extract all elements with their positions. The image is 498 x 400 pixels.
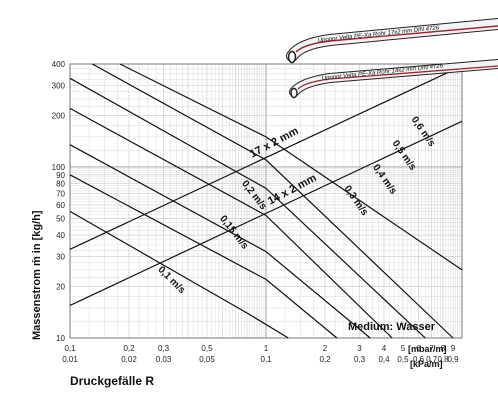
pipe-line-1 [69,120,463,306]
x-tick-mbar: 3 [357,344,362,353]
x-tick-mbar: 4 [382,344,387,353]
y-tick: 200 [52,111,66,120]
x-tick-kpa: 0,8 [437,355,449,364]
pipe-17x2-illustration [286,18,498,64]
y-tick: 100 [52,163,66,172]
x-tick-kpa: 0,2 [319,355,331,364]
velocity-0-4-label: 0,4 m/s [370,162,399,196]
velocity-line-1 [69,174,338,339]
y-tick: 300 [52,81,66,90]
x-tick-mbar: 8 [441,344,446,353]
y-axis-title: Massenstrom ṁ in [kg/h] [31,210,43,340]
y-tick: 20 [56,283,65,292]
velocity-0-3-label: 0,3 m/s [342,184,371,218]
x-axis-title: Druckgefälle R [70,374,154,388]
y-tick: 90 [56,171,65,180]
x-tick-kpa: 0,9 [447,355,459,364]
y-tick: 30 [56,252,65,261]
y-tick: 50 [56,214,65,223]
plot-frame [69,63,463,339]
y-tick: 70 [56,189,65,198]
x-tick-kpa: 0,03 [156,355,172,364]
x-unit-kpa: [kPa/m] [410,359,443,369]
medium-annotation: Medium: Wasser [348,321,436,333]
x-tick-kpa: 0,3 [354,355,366,364]
x-tick-kpa: 0,02 [121,355,137,364]
x-tick-kpa: 0,7 [426,355,438,364]
y-tick: 80 [56,180,65,189]
x-tick-mbar: 0,5 [201,344,213,353]
x-tick-kpa: 0,05 [199,355,215,364]
x-tick-mbar: 7 [429,344,434,353]
x-tick-kpa: 0,5 [397,355,409,364]
pipe-14x2-illustration [289,59,498,99]
x-tick-kpa: 0,01 [62,355,78,364]
velocity-line-0 [69,210,289,339]
velocity-line-3 [69,107,393,339]
y-tick: 60 [56,201,65,210]
x-tick-kpa: 0,6 [413,355,425,364]
x-tick-mbar: 0,3 [158,344,170,353]
x-tick-mbar: 0,1 [64,344,76,353]
x-unit-mbar: [mbar/m] [408,344,447,354]
y-tick: 400 [52,60,66,69]
velocity-line-5 [92,63,454,339]
velocity-line-4 [69,77,426,339]
x-tick-mbar: 2 [323,344,328,353]
x-tick-mbar: 6 [416,344,421,353]
tick-labels: 0,1 0,01 0,2 0,02 0,3 0,03 0,5 0,05 1 0,1 2 0,2 3 0,3… [52,60,460,364]
grid [69,63,462,339]
velocity-line-6 [119,63,463,271]
x-tick-mbar: 5 [401,344,406,353]
x-tick-mbar: 9 [451,344,456,353]
series-layer [69,63,463,339]
x-tick-kpa: 0,4 [378,355,390,364]
y-tick: 40 [56,231,65,240]
x-tick-kpa: 0,1 [260,355,272,364]
y-tick: 10 [56,334,65,343]
velocity-line-2 [69,144,371,339]
pipe-line-0 [69,65,463,250]
x-tick-mbar: 1 [264,344,269,353]
x-tick-mbar: 0,2 [123,344,135,353]
